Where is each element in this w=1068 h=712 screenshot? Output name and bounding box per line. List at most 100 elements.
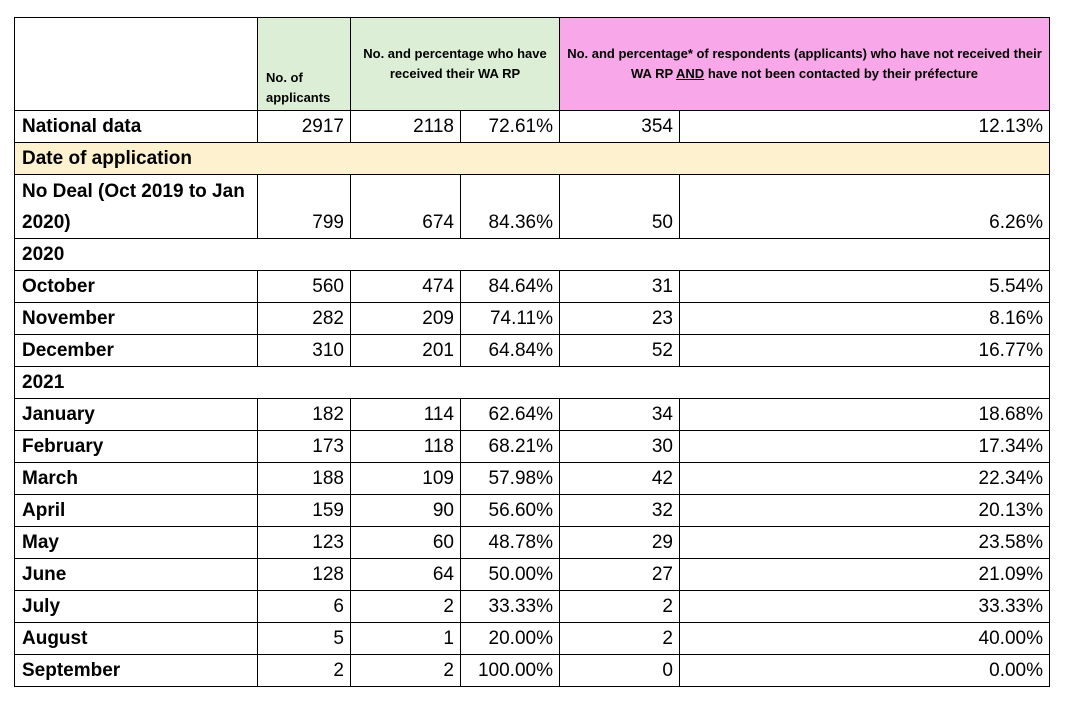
received-pct-cell: 48.78% (460, 526, 560, 559)
table-row: June 128 64 50.00% 27 21.09% (14, 558, 1050, 591)
row-label: May (14, 526, 258, 559)
not-contacted-cell: 29 (559, 526, 680, 559)
table-row: July 6 2 33.33% 2 33.33% (14, 590, 1050, 623)
date-of-application-row: Date of application (14, 142, 1050, 175)
received-cell: 674 (350, 174, 461, 239)
row-label: December (14, 334, 258, 367)
year-label: 2021 (14, 366, 1050, 399)
not-contacted-cell: 42 (559, 462, 680, 495)
not-contacted-cell: 354 (559, 110, 680, 143)
received-pct-cell: 20.00% (460, 622, 560, 655)
not-contacted-cell: 34 (559, 398, 680, 431)
not-contacted-cell: 2 (559, 590, 680, 623)
table-row: February 173 118 68.21% 30 17.34% (14, 430, 1050, 463)
not-contacted-cell: 50 (559, 174, 680, 239)
applicants-cell: 2 (257, 654, 351, 687)
table-row: January 182 114 62.64% 34 18.68% (14, 398, 1050, 431)
residence-permit-table: No. of applicants No. and percentage who… (14, 17, 1050, 687)
row-label: September (14, 654, 258, 687)
applicants-cell: 123 (257, 526, 351, 559)
not-contacted-cell: 2 (559, 622, 680, 655)
year-2020-row: 2020 (14, 238, 1050, 271)
received-pct-cell: 68.21% (460, 430, 560, 463)
header-not-contacted-text: No. and percentage* of respondents (appl… (567, 46, 1042, 81)
table-row: April 159 90 56.60% 32 20.13% (14, 494, 1050, 527)
national-data-row: National data 2917 2118 72.61% 354 12.13… (14, 110, 1050, 143)
not-contacted-pct-cell: 22.34% (679, 462, 1050, 495)
applicants-cell: 188 (257, 462, 351, 495)
received-pct-cell: 72.61% (460, 110, 560, 143)
not-contacted-pct-cell: 23.58% (679, 526, 1050, 559)
header-not-contacted-and: AND (676, 66, 705, 81)
received-pct-cell: 100.00% (460, 654, 560, 687)
received-cell: 109 (350, 462, 461, 495)
not-contacted-pct-cell: 6.26% (679, 174, 1050, 239)
applicants-cell: 560 (257, 270, 351, 303)
header-blank-cell (14, 17, 258, 111)
applicants-cell: 2917 (257, 110, 351, 143)
table-row: December 310 201 64.84% 52 16.77% (14, 334, 1050, 367)
not-contacted-pct-cell: 33.33% (679, 590, 1050, 623)
received-pct-cell: 84.64% (460, 270, 560, 303)
received-cell: 1 (350, 622, 461, 655)
row-label: July (14, 590, 258, 623)
applicants-cell: 159 (257, 494, 351, 527)
received-cell: 90 (350, 494, 461, 527)
section-label: Date of application (14, 142, 1050, 175)
not-contacted-pct-cell: 20.13% (679, 494, 1050, 527)
not-contacted-pct-cell: 17.34% (679, 430, 1050, 463)
not-contacted-pct-cell: 21.09% (679, 558, 1050, 591)
table-row: May 123 60 48.78% 29 23.58% (14, 526, 1050, 559)
received-cell: 64 (350, 558, 461, 591)
received-pct-cell: 56.60% (460, 494, 560, 527)
row-label: March (14, 462, 258, 495)
not-contacted-pct-cell: 18.68% (679, 398, 1050, 431)
not-contacted-cell: 23 (559, 302, 680, 335)
received-cell: 2 (350, 654, 461, 687)
received-pct-cell: 57.98% (460, 462, 560, 495)
row-label: August (14, 622, 258, 655)
year-2021-row: 2021 (14, 366, 1050, 399)
table-row: August 5 1 20.00% 2 40.00% (14, 622, 1050, 655)
received-pct-cell: 74.11% (460, 302, 560, 335)
not-contacted-pct-cell: 0.00% (679, 654, 1050, 687)
row-label: November (14, 302, 258, 335)
not-contacted-cell: 0 (559, 654, 680, 687)
received-cell: 118 (350, 430, 461, 463)
received-pct-cell: 64.84% (460, 334, 560, 367)
not-contacted-cell: 31 (559, 270, 680, 303)
table-row: September 2 2 100.00% 0 0.00% (14, 654, 1050, 687)
table-row: March 188 109 57.98% 42 22.34% (14, 462, 1050, 495)
not-contacted-cell: 27 (559, 558, 680, 591)
header-row: No. of applicants No. and percentage who… (14, 17, 1050, 111)
applicants-cell: 173 (257, 430, 351, 463)
received-cell: 474 (350, 270, 461, 303)
no-deal-row: No Deal (Oct 2019 to Jan 2020) 799 674 8… (14, 174, 1050, 239)
row-label: October (14, 270, 258, 303)
received-cell: 60 (350, 526, 461, 559)
row-label: February (14, 430, 258, 463)
row-label: April (14, 494, 258, 527)
not-contacted-pct-cell: 40.00% (679, 622, 1050, 655)
year-label: 2020 (14, 238, 1050, 271)
received-pct-cell: 50.00% (460, 558, 560, 591)
applicants-cell: 6 (257, 590, 351, 623)
received-cell: 2118 (350, 110, 461, 143)
received-cell: 201 (350, 334, 461, 367)
not-contacted-cell: 30 (559, 430, 680, 463)
row-label: June (14, 558, 258, 591)
not-contacted-cell: 52 (559, 334, 680, 367)
applicants-cell: 282 (257, 302, 351, 335)
not-contacted-pct-cell: 16.77% (679, 334, 1050, 367)
applicants-cell: 310 (257, 334, 351, 367)
applicants-cell: 128 (257, 558, 351, 591)
applicants-cell: 5 (257, 622, 351, 655)
applicants-cell: 799 (257, 174, 351, 239)
received-pct-cell: 62.64% (460, 398, 560, 431)
header-received: No. and percentage who have received the… (350, 17, 560, 111)
table-row: October 560 474 84.64% 31 5.54% (14, 270, 1050, 303)
received-cell: 209 (350, 302, 461, 335)
received-pct-cell: 33.33% (460, 590, 560, 623)
residence-permit-table-container: No. of applicants No. and percentage who… (14, 17, 1050, 687)
header-not-contacted: No. and percentage* of respondents (appl… (559, 17, 1050, 111)
